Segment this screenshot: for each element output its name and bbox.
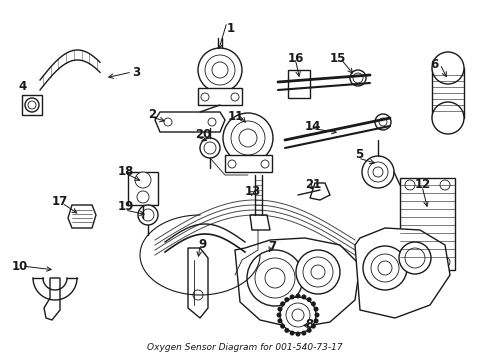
Polygon shape	[399, 178, 454, 270]
Circle shape	[301, 330, 306, 336]
Circle shape	[362, 246, 406, 290]
Circle shape	[276, 312, 281, 318]
Polygon shape	[198, 88, 242, 105]
Text: 15: 15	[329, 52, 346, 65]
Circle shape	[439, 257, 449, 267]
Text: 14: 14	[305, 120, 321, 133]
Polygon shape	[22, 95, 42, 115]
Text: 19: 19	[118, 200, 134, 213]
Text: 7: 7	[267, 240, 276, 253]
Text: 1: 1	[226, 22, 235, 35]
Text: Oxygen Sensor Diagram for 001-540-73-17: Oxygen Sensor Diagram for 001-540-73-17	[146, 343, 342, 352]
Circle shape	[284, 328, 289, 333]
Text: 20: 20	[195, 128, 211, 141]
Text: 13: 13	[244, 185, 261, 198]
Text: 17: 17	[52, 195, 68, 208]
Polygon shape	[187, 248, 207, 318]
Polygon shape	[68, 205, 96, 228]
Polygon shape	[309, 183, 329, 200]
Circle shape	[314, 312, 319, 318]
Circle shape	[431, 102, 463, 134]
Circle shape	[349, 70, 365, 86]
Polygon shape	[354, 228, 449, 318]
Circle shape	[431, 52, 463, 84]
Circle shape	[306, 297, 311, 302]
Text: 12: 12	[414, 178, 430, 191]
Circle shape	[261, 160, 268, 168]
Circle shape	[306, 328, 311, 333]
Circle shape	[138, 205, 158, 225]
Circle shape	[313, 307, 318, 312]
Circle shape	[374, 114, 390, 130]
Text: 11: 11	[227, 110, 244, 123]
Circle shape	[289, 330, 294, 336]
Circle shape	[404, 257, 414, 267]
Text: 2: 2	[148, 108, 156, 121]
Circle shape	[295, 250, 339, 294]
Circle shape	[289, 294, 294, 300]
Text: 16: 16	[287, 52, 304, 65]
Circle shape	[280, 324, 285, 329]
Circle shape	[227, 160, 236, 168]
Circle shape	[25, 98, 39, 112]
Circle shape	[310, 301, 315, 306]
Circle shape	[230, 93, 239, 101]
Circle shape	[313, 318, 318, 323]
Text: 18: 18	[118, 165, 134, 178]
Circle shape	[310, 324, 315, 329]
Circle shape	[398, 242, 430, 274]
Circle shape	[280, 301, 285, 306]
Text: 6: 6	[429, 58, 437, 71]
Text: 5: 5	[354, 148, 363, 161]
Text: 21: 21	[305, 178, 321, 191]
Circle shape	[295, 293, 300, 298]
Polygon shape	[235, 238, 359, 328]
Polygon shape	[155, 112, 224, 132]
Text: 10: 10	[12, 260, 28, 273]
Circle shape	[284, 297, 289, 302]
Circle shape	[361, 156, 393, 188]
Circle shape	[289, 75, 309, 95]
Circle shape	[404, 180, 414, 190]
Polygon shape	[44, 278, 60, 320]
Circle shape	[439, 180, 449, 190]
Text: 9: 9	[198, 238, 206, 251]
Circle shape	[201, 93, 208, 101]
Polygon shape	[128, 172, 158, 205]
Polygon shape	[287, 70, 309, 98]
Text: 8: 8	[305, 318, 313, 331]
Circle shape	[223, 113, 272, 163]
Circle shape	[200, 138, 220, 158]
Polygon shape	[431, 68, 463, 118]
Circle shape	[277, 318, 282, 323]
Circle shape	[295, 332, 300, 337]
Polygon shape	[249, 215, 269, 230]
Circle shape	[280, 297, 315, 333]
Circle shape	[277, 307, 282, 312]
Circle shape	[135, 172, 151, 188]
Circle shape	[198, 48, 242, 92]
Circle shape	[301, 294, 306, 300]
Circle shape	[246, 250, 303, 306]
Text: 3: 3	[132, 66, 140, 78]
Polygon shape	[224, 155, 271, 172]
Text: 4: 4	[18, 80, 26, 93]
